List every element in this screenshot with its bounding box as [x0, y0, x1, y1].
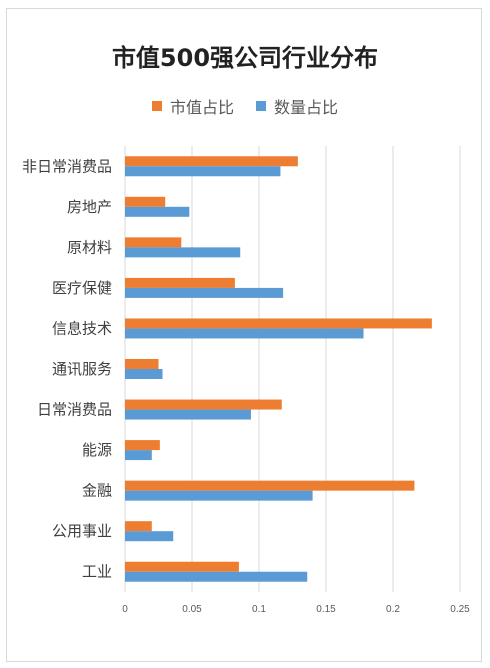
category-label: 能源	[82, 441, 112, 459]
bar-market-cap	[125, 277, 235, 288]
category-label: 非日常消费品	[22, 157, 112, 175]
bar-market-cap	[125, 521, 152, 532]
bar-count	[125, 166, 281, 177]
bar-market-cap	[125, 440, 160, 451]
legend-label-count: 数量占比	[274, 98, 339, 117]
category-label: 信息技术	[52, 319, 112, 337]
bar-count	[125, 571, 308, 582]
legend-swatch-count	[256, 101, 266, 111]
bar-count	[125, 369, 163, 379]
legend-label-market-cap: 市值占比	[169, 98, 234, 117]
bar-count	[125, 206, 190, 217]
x-tick-label: 0.15	[316, 604, 336, 615]
category-label: 金融	[82, 482, 112, 500]
bar-count	[125, 450, 152, 461]
bar-count	[125, 409, 251, 420]
bar-market-cap	[125, 237, 182, 248]
category-label: 医疗保健	[52, 279, 112, 297]
bar-market-cap	[125, 480, 415, 491]
legend-item-market-cap: 市值占比	[151, 94, 234, 118]
bar-count	[125, 287, 284, 298]
category-label: 房地产	[67, 198, 112, 216]
x-tick-label: 0.1	[252, 604, 266, 615]
x-tick-label: 0.2	[386, 604, 400, 615]
bar-market-cap	[125, 156, 298, 167]
bar-count	[125, 328, 364, 339]
category-label: 工业	[82, 563, 112, 581]
x-tick-label: 0	[122, 604, 128, 615]
bar-market-cap	[125, 561, 239, 572]
bar-count	[125, 490, 313, 501]
bar-market-cap	[125, 196, 166, 207]
bar-market-cap	[125, 318, 432, 329]
category-label: 公用事业	[52, 522, 112, 540]
legend-swatch-market-cap	[151, 101, 162, 111]
legend-item-count: 数量占比	[256, 94, 338, 118]
category-label: 日常消费品	[37, 401, 112, 419]
chart-legend: 市值占比 数量占比	[0, 94, 490, 118]
x-tick-label: 0.25	[450, 604, 470, 615]
category-label: 通讯服务	[52, 360, 112, 378]
category-label: 原材料	[67, 238, 112, 256]
x-tick-label: 0.05	[182, 604, 202, 615]
chart-title: 市值500强公司行业分布	[111, 44, 379, 72]
bar-market-cap	[125, 399, 282, 410]
bar-market-cap	[125, 359, 159, 369]
bar-count	[125, 247, 241, 258]
bar-count	[125, 531, 174, 542]
